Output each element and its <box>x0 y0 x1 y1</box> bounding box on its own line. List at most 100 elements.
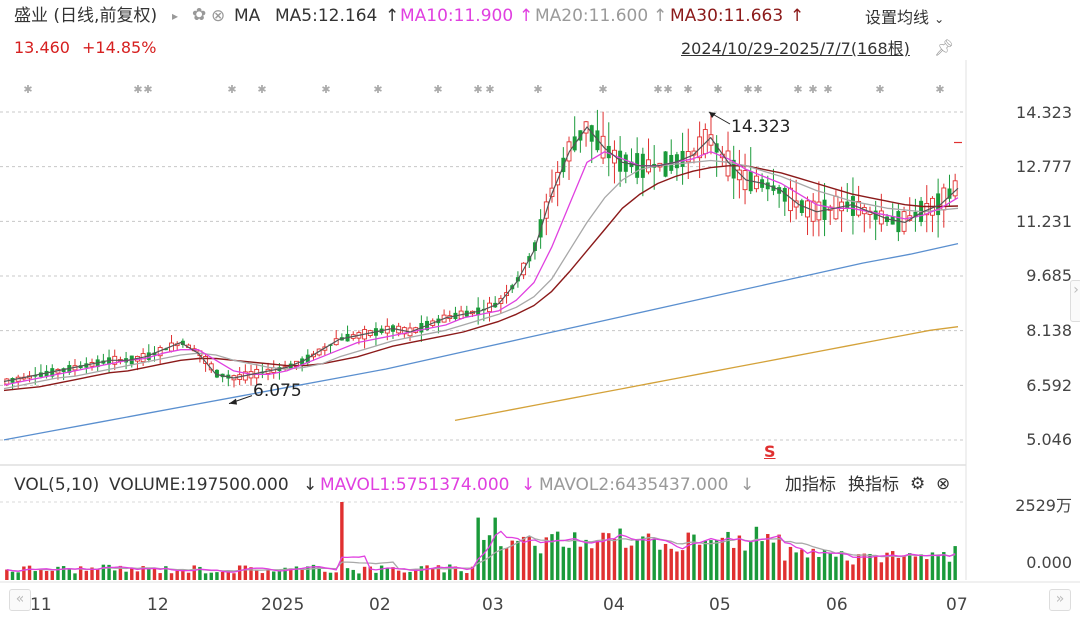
volume-bar <box>476 517 480 580</box>
volume-bar <box>340 502 344 580</box>
volume-bar <box>362 566 367 580</box>
volume-bar <box>147 567 151 580</box>
volume-bar <box>692 534 696 580</box>
volume-bar <box>771 542 776 580</box>
candle-body <box>782 188 787 202</box>
mavol1-value: MAVOL1:5751374.000 <box>320 475 510 495</box>
volume-bar <box>209 572 213 580</box>
volume-bar <box>783 560 787 580</box>
pin-icon[interactable]: 📌︎ <box>934 38 955 57</box>
close-circle-icon[interactable]: ⊗ <box>211 6 226 26</box>
event-marker: ✱ <box>713 83 722 96</box>
volume-bar <box>601 532 605 580</box>
volume-bar <box>953 546 957 580</box>
volume-bar <box>33 571 37 580</box>
volume-bar <box>521 536 526 580</box>
price-tick-7: 5.046 <box>1026 430 1072 449</box>
volume-bar <box>947 561 952 580</box>
volume-bar <box>902 555 906 580</box>
ma-settings-button[interactable]: 设置均线 ⌄ <box>865 7 944 30</box>
volume-bar <box>839 551 844 580</box>
volume-bar <box>925 559 929 580</box>
ma30-value: MA30:11.663 <box>670 6 784 26</box>
side-panel-toggle[interactable]: › <box>1070 280 1080 322</box>
gear-icon[interactable]: ✿ <box>192 5 207 25</box>
event-marker: ✱ <box>875 83 884 96</box>
candle-body <box>731 159 736 179</box>
caret-right-icon[interactable]: ▸ <box>172 9 179 23</box>
candle-body <box>714 143 719 153</box>
volume-bar <box>459 571 463 580</box>
volume-bar <box>130 567 134 580</box>
volume-bar <box>504 547 509 580</box>
candle-body <box>163 348 168 351</box>
volume-bar <box>817 556 821 580</box>
volume-bar <box>555 531 560 580</box>
volume-tick-zero: 0.000 <box>1026 553 1072 572</box>
close-icon[interactable]: ⊗ <box>936 474 951 494</box>
volume-bar <box>44 570 49 580</box>
event-marker: ✱ <box>227 83 236 96</box>
mavol1-arrow: ↓ <box>521 475 536 495</box>
volume-bar <box>249 567 253 580</box>
volume-bar <box>686 532 690 580</box>
event-marker: ✱ <box>321 83 330 96</box>
date-range[interactable]: 2024/10/29-2025/7/7(168根) <box>681 39 910 58</box>
switch-indicator-button[interactable]: 换指标 <box>848 475 899 495</box>
volume-bar <box>113 570 117 580</box>
volume-bar <box>95 568 100 580</box>
volume-bar <box>538 553 543 580</box>
gear-icon[interactable]: ⚙ <box>910 474 926 494</box>
low-arrowhead <box>229 398 237 405</box>
volume-bar <box>164 566 168 580</box>
volume-bar <box>436 565 441 580</box>
event-marker: ✱ <box>753 83 762 96</box>
volume-bar <box>578 546 583 580</box>
stock-title[interactable]: 盛业 (日线,前复权) <box>14 6 158 26</box>
volume-bar <box>697 544 702 580</box>
scroll-right-button[interactable]: » <box>1049 589 1071 611</box>
event-marker: ✱ <box>23 83 32 96</box>
volume-bar <box>726 531 730 580</box>
price-tick-2: 12.777 <box>1016 157 1072 176</box>
volume-bar <box>78 566 83 580</box>
add-indicator-button[interactable]: 加指标 <box>785 475 836 495</box>
volume-bar <box>828 553 832 580</box>
event-marker: ✱ <box>793 83 802 96</box>
ma30-line <box>3 165 959 392</box>
volume-bar <box>714 540 719 580</box>
volume-bar <box>396 570 401 580</box>
volume-bar <box>431 568 435 580</box>
volume-bar <box>527 536 531 580</box>
volume-bar <box>743 550 747 580</box>
volume-bar <box>135 571 140 580</box>
volume-bar <box>152 568 157 580</box>
volume-bar <box>283 567 287 580</box>
volume-bar <box>175 570 179 580</box>
volume-bar <box>822 549 827 580</box>
ma-label: MA <box>234 6 261 26</box>
candle-body <box>873 210 878 220</box>
volume-bar <box>118 565 123 580</box>
candle-body <box>765 182 770 190</box>
volume-bar <box>181 570 185 580</box>
s-marker[interactable]: S <box>764 442 776 461</box>
volume-bar <box>385 568 390 580</box>
volume-bar <box>101 564 106 580</box>
volume-bar <box>936 556 940 580</box>
volume-bar <box>203 573 208 580</box>
volume-bar <box>27 565 32 580</box>
volume-bar <box>499 546 503 580</box>
volume-bar <box>805 557 810 580</box>
volume-bar <box>777 534 781 580</box>
ma-settings-label: 设置均线 <box>865 8 930 27</box>
volume-bar <box>442 572 446 580</box>
volume-bar <box>306 566 310 580</box>
price-tick-1: 14.323 <box>1016 103 1072 122</box>
ma20-line <box>3 159 959 390</box>
scroll-left-button[interactable]: « <box>9 589 31 611</box>
event-marker: ✱ <box>683 83 692 96</box>
volume-bar <box>169 573 174 580</box>
volume-bar <box>300 568 304 580</box>
